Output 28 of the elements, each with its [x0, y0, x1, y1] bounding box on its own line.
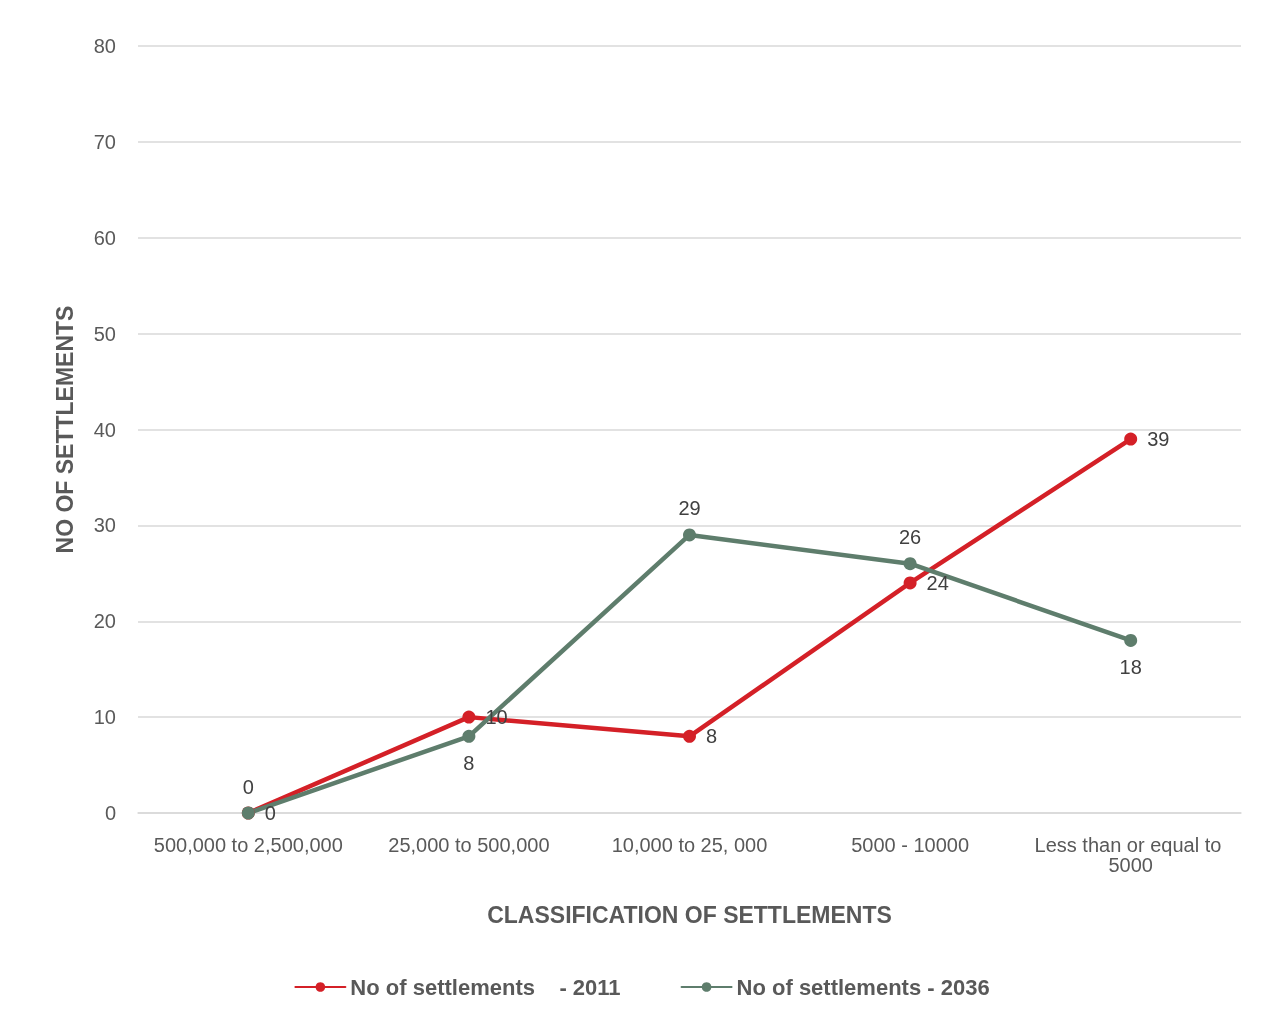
x-tick-label: Less than or equal to 5000: [1034, 834, 1227, 876]
y-tick-label: 20: [93, 610, 116, 633]
y-tick-label: 10: [93, 706, 116, 729]
data-label: 10: [485, 706, 508, 729]
legend-label: No of settlements - 2036: [736, 974, 990, 1000]
x-tick-label: 500,000 to 2,500,000: [153, 834, 343, 856]
y-tick-label: 80: [93, 35, 116, 57]
data-label: 0: [264, 802, 276, 824]
y-tick-label: 40: [93, 418, 116, 441]
y-tick-label: 70: [93, 130, 116, 153]
y-tick-label: 50: [93, 322, 116, 345]
x-axis-title: CLASSIFICATION OF SETTLEMENTS: [487, 901, 892, 928]
data-label: 39: [1147, 428, 1170, 451]
legend-label: No of settlements - 2011: [350, 974, 621, 1000]
y-tick-label: 0: [104, 802, 116, 824]
y-tick-label: 60: [93, 226, 116, 249]
y-tick-label: 30: [93, 514, 116, 537]
x-tick-label: 10,000 to 25, 000: [611, 834, 768, 856]
data-label: 0: [242, 775, 254, 798]
data-label: 24: [926, 571, 949, 594]
data-label: 29: [678, 497, 701, 520]
y-axis-title: NO OF SETTLEMENTS: [51, 305, 78, 554]
data-label: 18: [1119, 655, 1142, 678]
x-tick-label: 25,000 to 500,000: [388, 834, 550, 856]
data-label: 26: [898, 526, 922, 549]
x-tick-label: 5000 - 10000: [851, 834, 970, 856]
data-label: 8: [706, 725, 718, 748]
data-label: 8: [463, 751, 475, 774]
